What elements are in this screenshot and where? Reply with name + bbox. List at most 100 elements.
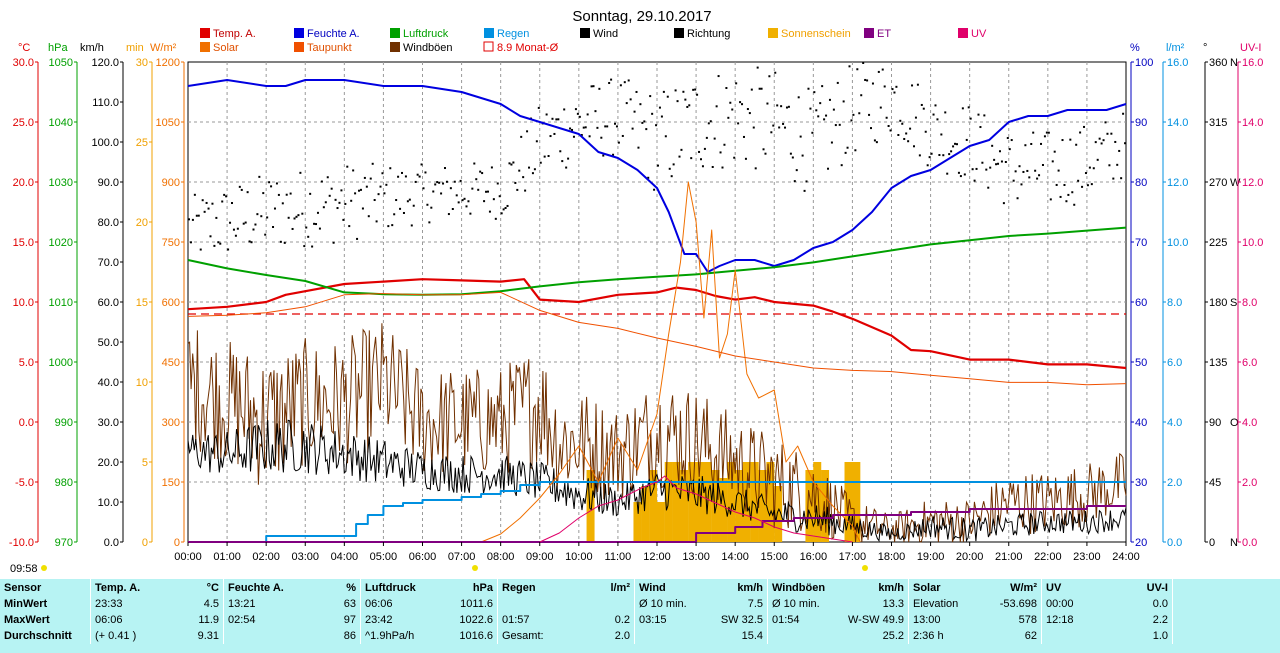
direction-dot xyxy=(291,227,294,230)
left-axis-tick-label: 10.0 xyxy=(13,297,34,309)
direction-dot xyxy=(791,156,794,159)
direction-dot xyxy=(1098,137,1101,140)
direction-dot xyxy=(215,216,218,219)
direction-dot xyxy=(1055,183,1058,186)
direction-dot xyxy=(572,135,575,138)
direction-dot xyxy=(741,103,744,106)
direction-dot xyxy=(379,185,382,188)
stats-header-cell: Feuchte A. xyxy=(228,581,284,594)
direction-dot xyxy=(506,204,509,207)
right-axis-tick-label: 30 xyxy=(1135,477,1147,489)
direction-dot xyxy=(1016,197,1019,200)
direction-dot xyxy=(1028,176,1031,179)
stats-cell: 23:42 xyxy=(365,614,393,626)
legend-label: Wind xyxy=(593,28,618,40)
direction-dot xyxy=(744,157,747,160)
direction-dot xyxy=(1122,112,1125,115)
direction-dot xyxy=(457,201,460,204)
direction-dot xyxy=(819,102,822,105)
legend-label: Solar xyxy=(213,42,239,54)
direction-dot xyxy=(842,100,845,103)
direction-dot xyxy=(492,198,495,201)
series-line-luftdruck xyxy=(187,226,1127,296)
left-axis-tick-label: 25.0 xyxy=(13,117,34,129)
x-axis: 00:00 01:00 02:00 03:00 04:00 05:00 06:00 07:00… xyxy=(174,542,1140,563)
direction-dot xyxy=(422,187,425,190)
direction-dot xyxy=(582,126,585,129)
direction-dot xyxy=(846,146,849,149)
left-axis-tick-label: 1200 xyxy=(156,57,180,69)
direction-dot xyxy=(289,192,292,195)
direction-dot xyxy=(537,106,540,109)
legend-swatch xyxy=(390,42,400,52)
legend-swatch xyxy=(200,42,210,52)
direction-dot xyxy=(709,120,712,123)
direction-dot xyxy=(342,218,345,221)
grid xyxy=(188,62,1126,542)
direction-dot xyxy=(645,128,648,131)
direction-dot xyxy=(991,144,994,147)
direction-dot xyxy=(856,68,859,71)
direction-dot xyxy=(1026,169,1029,172)
x-tick-label: 14:00 xyxy=(721,551,749,563)
direction-dot xyxy=(352,169,355,172)
stats-cell: 1.0 xyxy=(1114,628,1173,644)
direction-dot xyxy=(979,126,982,129)
direction-dot xyxy=(944,111,947,114)
direction-dot xyxy=(238,185,241,188)
right-axis-tick-label: 16.0 xyxy=(1167,57,1188,69)
x-tick-label: 04:00 xyxy=(331,551,359,563)
direction-dot xyxy=(684,98,687,101)
direction-dot xyxy=(850,119,853,122)
x-tick-label: 18:00 xyxy=(878,551,906,563)
direction-dot xyxy=(926,164,929,167)
stats-header-cell: l/m² xyxy=(570,579,635,596)
direction-dot xyxy=(526,130,529,133)
direction-dot xyxy=(623,81,626,84)
direction-dot xyxy=(303,245,306,248)
x-tick-label: 17:00 xyxy=(839,551,867,563)
direction-dot xyxy=(912,145,915,148)
left-axis-tick-label: 150 xyxy=(162,477,180,489)
direction-dot xyxy=(465,205,468,208)
stats-cell: Ø 10 min. xyxy=(639,598,687,610)
direction-dot xyxy=(477,188,480,191)
direction-dot xyxy=(807,87,810,90)
stats-header-cell: Solar xyxy=(913,581,941,594)
direction-dot xyxy=(432,190,435,193)
direction-dot xyxy=(397,175,400,178)
legend-swatch xyxy=(674,28,684,38)
direction-dot xyxy=(840,164,843,167)
x-tick-label: 19:00 xyxy=(917,551,945,563)
sunshine-bar xyxy=(688,462,697,542)
stats-cell: 12:18 xyxy=(1046,614,1074,626)
stats-header-cell: Luftdruck xyxy=(365,581,416,594)
direction-dot xyxy=(338,201,341,204)
direction-dot xyxy=(313,222,316,225)
direction-dot xyxy=(387,225,390,228)
direction-dot xyxy=(989,166,992,169)
right-axis-tick-label: 0.0 xyxy=(1167,537,1182,549)
direction-dot xyxy=(459,179,462,182)
direction-dot xyxy=(445,180,448,183)
direction-dot xyxy=(381,172,384,175)
direction-dot xyxy=(658,106,661,109)
sunshine-bar xyxy=(774,486,783,542)
legend: Temp. A. Feuchte A. Luftdruck Regen Wind Rich… xyxy=(200,28,987,54)
left-axis-unit: °C xyxy=(18,42,30,54)
direction-dot xyxy=(373,199,376,202)
direction-dot xyxy=(315,223,318,226)
stats-cell: 1011.6 xyxy=(435,596,498,612)
left-axis-unit: min xyxy=(126,42,144,54)
legend-label: Regen xyxy=(497,28,529,40)
direction-dot xyxy=(311,245,314,248)
direction-dot xyxy=(1108,164,1111,167)
direction-dot xyxy=(817,115,820,118)
direction-dot xyxy=(479,170,482,173)
left-axis-tick-label: 970 xyxy=(55,537,73,549)
direction-dot xyxy=(703,147,706,150)
direction-dot xyxy=(870,127,873,130)
direction-dot xyxy=(486,190,489,193)
direction-dot xyxy=(1086,184,1089,187)
x-tick-label: 13:00 xyxy=(682,551,710,563)
